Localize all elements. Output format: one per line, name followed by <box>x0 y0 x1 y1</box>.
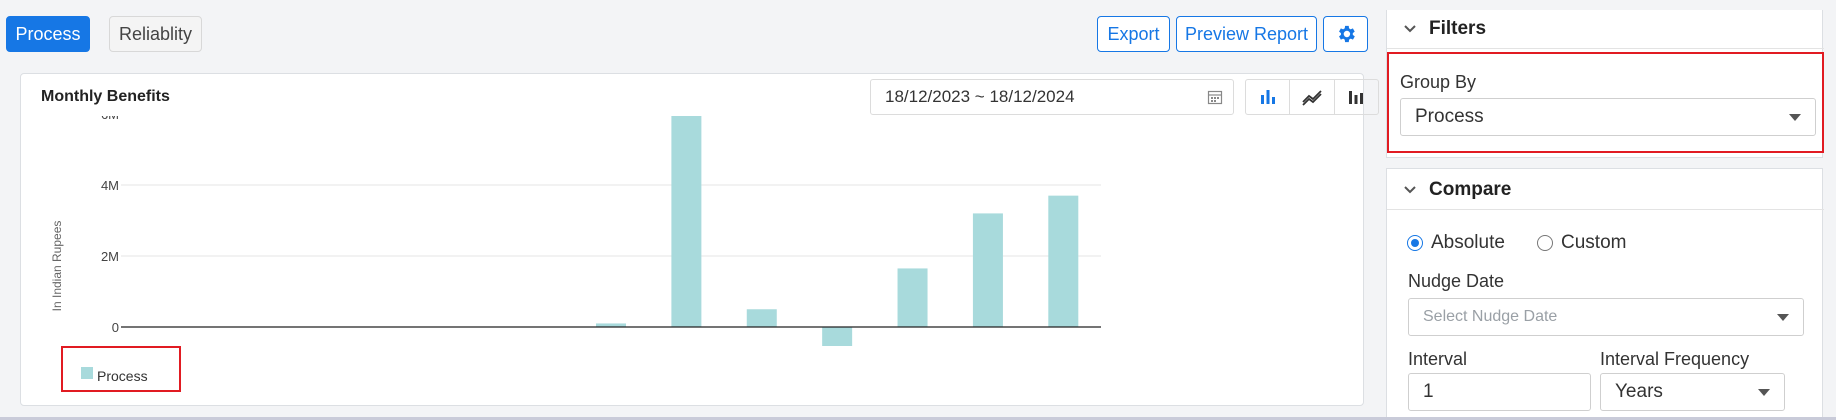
bar-chart-icon <box>1260 90 1275 104</box>
chart-legend[interactable]: Process <box>61 346 181 392</box>
chevron-down-icon <box>1404 186 1416 194</box>
interval-label: Interval <box>1408 349 1468 369</box>
chart-type-switch <box>1245 79 1379 115</box>
caret-down-icon <box>1789 114 1801 121</box>
stacked-bar-button[interactable] <box>1335 80 1378 114</box>
filters-header[interactable]: Filters <box>1403 18 1486 40</box>
y-tick-label: 4M <box>101 178 119 193</box>
caret-down-icon <box>1758 389 1770 396</box>
card-title: Monthly Benefits <box>41 88 170 105</box>
radio-custom-circle <box>1537 235 1553 251</box>
radio-absolute-label: Absolute <box>1431 232 1505 253</box>
divider <box>1387 48 1824 49</box>
bar <box>972 213 1003 327</box>
bar <box>746 309 777 327</box>
compare-panel: Compare Absolute Custom Nudge Date Selec… <box>1386 168 1824 420</box>
filters-panel: Filters Group By Process <box>1386 10 1824 158</box>
nudge-date-placeholder: Select Nudge Date <box>1423 308 1558 325</box>
bar <box>897 268 928 327</box>
compare-title: Compare <box>1429 179 1512 200</box>
radio-custom[interactable]: Custom <box>1537 232 1626 254</box>
interval-value: 1 <box>1423 381 1434 402</box>
bar <box>671 116 702 328</box>
group-by-select[interactable]: Process <box>1400 98 1816 136</box>
radio-absolute[interactable]: Absolute <box>1407 232 1505 254</box>
caret-down-icon <box>1777 314 1789 321</box>
preview-report-button[interactable]: Preview Report <box>1176 16 1317 52</box>
y-tick-label: 6M <box>101 116 119 122</box>
group-by-label: Group By <box>1400 72 1477 92</box>
date-range-value: 18/12/2023 ~ 18/12/2024 <box>885 87 1075 106</box>
calendar-icon <box>1207 90 1223 105</box>
y-tick-label: 2M <box>101 249 119 264</box>
monthly-benefits-card: Monthly Benefits 18/12/2023 ~ 18/12/2024 <box>20 73 1379 406</box>
settings-button[interactable] <box>1323 16 1368 52</box>
nudge-date-label: Nudge Date <box>1408 271 1505 291</box>
y-tick-label: 0 <box>112 320 119 335</box>
interval-frequency-select[interactable]: Years <box>1600 373 1785 411</box>
interval-input[interactable]: 1 <box>1408 373 1591 411</box>
bottom-scrollbar <box>0 417 1836 420</box>
legend-label: Process <box>97 368 148 384</box>
radio-custom-label: Custom <box>1561 232 1627 253</box>
radio-absolute-circle <box>1407 235 1423 251</box>
compare-header[interactable]: Compare <box>1403 179 1511 201</box>
nudge-date-select[interactable]: Select Nudge Date <box>1408 298 1804 336</box>
bar <box>1048 195 1079 327</box>
filters-title: Filters <box>1429 18 1487 39</box>
bar <box>822 327 853 346</box>
tab-reliability[interactable]: Reliablity <box>109 16 202 52</box>
bar <box>596 323 626 327</box>
line-chart-button[interactable] <box>1290 80 1335 114</box>
line-chart-icon <box>1302 90 1322 106</box>
chevron-down-icon <box>1404 25 1416 33</box>
gear-icon <box>1338 25 1355 43</box>
interval-frequency-label: Interval Frequency <box>1600 349 1750 369</box>
divider <box>1387 209 1824 210</box>
stacked-bar-icon <box>1349 91 1364 104</box>
export-button[interactable]: Export <box>1097 16 1170 52</box>
bar-chart-button[interactable] <box>1246 80 1291 114</box>
date-range-picker[interactable]: 18/12/2023 ~ 18/12/2024 <box>870 79 1234 115</box>
y-axis-label: In Indian Rupees <box>50 221 64 312</box>
monthly-benefits-chart: 02M4M6MIn Indian RupeesDec 23Jan 24Feb 2… <box>50 116 1101 346</box>
interval-frequency-value: Years <box>1615 381 1663 402</box>
legend-swatch <box>81 367 93 379</box>
tab-process[interactable]: Process <box>6 16 90 52</box>
group-by-value: Process <box>1415 106 1484 127</box>
group-by-highlight <box>1387 52 1824 153</box>
